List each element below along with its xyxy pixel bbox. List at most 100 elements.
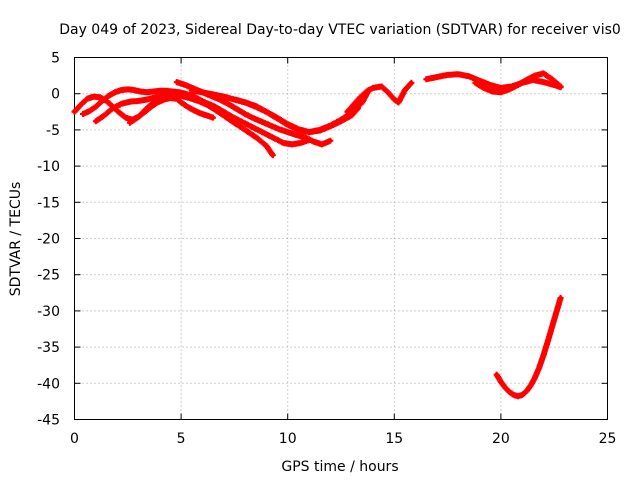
data-point bbox=[106, 93, 111, 98]
data-point bbox=[515, 394, 520, 399]
data-point bbox=[294, 132, 299, 137]
data-point bbox=[157, 88, 162, 93]
data-point bbox=[550, 324, 555, 329]
y-tick-label: -40 bbox=[37, 376, 60, 392]
data-series-arc-8 bbox=[344, 79, 415, 115]
data-point bbox=[345, 109, 350, 114]
data-point bbox=[466, 74, 471, 79]
data-point bbox=[119, 101, 124, 106]
data-series-arc-10 bbox=[472, 70, 564, 96]
data-point bbox=[445, 72, 450, 77]
data-point bbox=[385, 90, 390, 95]
data-point bbox=[253, 104, 258, 109]
data-point bbox=[554, 310, 559, 315]
data-point bbox=[289, 142, 294, 147]
data-point bbox=[507, 389, 512, 394]
y-axis-label: SDTVAR / TECUs bbox=[8, 182, 24, 297]
data-point bbox=[268, 123, 273, 128]
data-point bbox=[144, 90, 149, 95]
data-point bbox=[260, 119, 265, 124]
data-point bbox=[247, 130, 252, 135]
data-point bbox=[317, 128, 322, 133]
data-point bbox=[213, 104, 218, 109]
data-point bbox=[189, 88, 194, 93]
grid-layer bbox=[74, 57, 608, 420]
data-point bbox=[183, 83, 188, 88]
data-point bbox=[356, 106, 361, 111]
data-point bbox=[98, 95, 103, 100]
data-point bbox=[349, 113, 354, 118]
data-point bbox=[243, 100, 248, 105]
x-axis-label: GPS time / hours bbox=[281, 459, 398, 475]
data-point bbox=[185, 104, 190, 109]
data-point bbox=[247, 123, 252, 128]
data-point bbox=[364, 89, 369, 94]
y-tick-label: -35 bbox=[37, 340, 60, 356]
data-point bbox=[113, 90, 118, 95]
data-point bbox=[264, 143, 269, 148]
data-point bbox=[91, 94, 96, 99]
data-point bbox=[100, 98, 105, 103]
data-point bbox=[360, 100, 365, 105]
data-point bbox=[328, 138, 333, 143]
data-point bbox=[311, 139, 316, 144]
plot-frame bbox=[74, 57, 608, 420]
data-point bbox=[358, 95, 363, 100]
data-point bbox=[481, 85, 486, 90]
data-point bbox=[558, 84, 563, 89]
data-point bbox=[243, 111, 248, 116]
data-point bbox=[409, 80, 414, 85]
data-point bbox=[296, 127, 301, 132]
data-point bbox=[221, 109, 226, 114]
data-point bbox=[307, 130, 312, 135]
data-point bbox=[179, 91, 184, 96]
data-point bbox=[117, 110, 122, 115]
data-point bbox=[490, 89, 495, 94]
data-series-arc-11 bbox=[493, 294, 564, 400]
data-point bbox=[275, 116, 280, 121]
data-point bbox=[402, 88, 407, 93]
data-point bbox=[533, 73, 538, 78]
data-point bbox=[221, 94, 226, 99]
data-point bbox=[123, 115, 128, 120]
data-point bbox=[456, 72, 461, 77]
data-point bbox=[528, 383, 533, 388]
data-point bbox=[164, 88, 169, 93]
data-layer bbox=[71, 70, 564, 400]
data-point bbox=[132, 88, 137, 93]
data-point bbox=[270, 153, 275, 158]
data-point bbox=[187, 94, 192, 99]
data-point bbox=[151, 89, 156, 94]
data-point bbox=[264, 132, 269, 137]
data-point bbox=[127, 99, 132, 104]
data-point bbox=[285, 130, 290, 135]
data-point bbox=[238, 119, 243, 124]
data-point bbox=[234, 106, 239, 111]
y-tick-label: -10 bbox=[37, 159, 60, 175]
data-point bbox=[136, 98, 141, 103]
data-point bbox=[226, 101, 231, 106]
data-point bbox=[170, 91, 175, 96]
data-point bbox=[524, 77, 529, 82]
data-point bbox=[494, 372, 499, 377]
data-point bbox=[232, 97, 237, 102]
data-point bbox=[339, 119, 343, 124]
data-point bbox=[198, 111, 203, 116]
data-point bbox=[351, 102, 356, 107]
data-point bbox=[541, 353, 546, 358]
data-point bbox=[125, 87, 130, 92]
data-point bbox=[281, 140, 286, 145]
data-point bbox=[370, 85, 375, 90]
data-point bbox=[144, 97, 149, 102]
data-point bbox=[211, 115, 216, 120]
data-point bbox=[93, 119, 98, 124]
data-point bbox=[72, 109, 77, 114]
data-point bbox=[110, 106, 115, 111]
data-series-arc-4 bbox=[126, 90, 312, 148]
data-point bbox=[511, 392, 516, 397]
data-point bbox=[396, 100, 401, 105]
data-point bbox=[277, 127, 282, 132]
data-point bbox=[503, 385, 508, 390]
x-tick-label: 25 bbox=[599, 431, 617, 447]
